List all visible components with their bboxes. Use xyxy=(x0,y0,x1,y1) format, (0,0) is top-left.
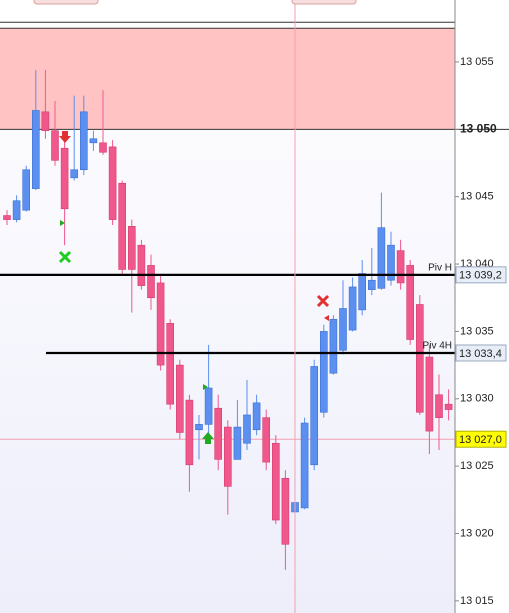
candle-body xyxy=(31,110,40,189)
pivot-label: 13 033,4 xyxy=(459,348,502,360)
pivot-name: Piv 4H xyxy=(423,341,452,352)
candle-body xyxy=(41,111,50,131)
candle-body xyxy=(243,414,251,444)
signal-flag xyxy=(203,384,208,390)
candle-body xyxy=(128,226,136,270)
candle-body xyxy=(60,147,69,210)
exit-cross xyxy=(58,250,72,264)
candle-body xyxy=(137,244,146,286)
candle-body xyxy=(281,477,290,545)
candle-body xyxy=(406,265,415,340)
candle-body xyxy=(387,244,395,281)
candle-body xyxy=(176,364,184,433)
candle-body xyxy=(12,200,21,220)
candle-body xyxy=(425,356,434,432)
candle-body xyxy=(358,273,367,311)
candle-body xyxy=(166,323,174,405)
y-tick-label: 13 015 xyxy=(460,595,494,607)
y-tick-label: 13 020 xyxy=(460,527,494,539)
candle-body xyxy=(348,286,357,331)
candle-body xyxy=(252,402,261,431)
candle-body xyxy=(339,308,347,351)
y-tick-label: 13 025 xyxy=(460,460,494,472)
candle-body xyxy=(271,442,280,521)
y-tick-label: 13 030 xyxy=(460,393,494,405)
pivot-label: 13 039,2 xyxy=(459,270,502,282)
candle-body xyxy=(415,304,424,413)
signal-flag xyxy=(324,315,329,321)
resistance-zone xyxy=(0,28,455,130)
candle-body xyxy=(51,130,59,161)
sell-arrow xyxy=(59,131,71,143)
candle-body xyxy=(89,138,98,144)
pivot-name: Piv H xyxy=(428,262,452,273)
candle-body xyxy=(300,422,309,509)
candle-body xyxy=(108,146,117,220)
candle-body xyxy=(99,142,107,153)
candle-body xyxy=(70,169,78,179)
candle-body xyxy=(224,426,232,487)
candle-body xyxy=(185,399,194,466)
candle-body xyxy=(444,403,453,410)
candle-body xyxy=(3,215,11,220)
tab[interactable] xyxy=(291,0,357,5)
last-price-label: 13 027,0 xyxy=(459,434,502,446)
candle-body xyxy=(147,265,155,299)
candle-body xyxy=(329,318,338,374)
candle-body xyxy=(367,279,376,290)
signal-flag xyxy=(60,220,65,226)
buy-arrow xyxy=(202,432,214,444)
candle-body xyxy=(396,250,405,284)
y-tick-label: 13 045 xyxy=(460,191,494,203)
candle-body xyxy=(435,394,443,418)
candle-body xyxy=(22,169,31,211)
candle-body xyxy=(204,387,213,425)
candle-body xyxy=(233,426,242,460)
exit-cross xyxy=(316,294,330,308)
candle-body xyxy=(195,424,203,431)
candle-body xyxy=(262,417,271,463)
pivot-label-box xyxy=(455,344,507,362)
axis-background xyxy=(455,0,509,613)
candle-body xyxy=(310,366,319,466)
y-tick-label: 13 055 xyxy=(460,56,494,68)
y-tick-label: 13 035 xyxy=(460,325,494,337)
candle-body xyxy=(156,282,165,366)
tab[interactable] xyxy=(33,0,99,5)
y-tick-label: 13 050 xyxy=(460,122,497,136)
candle-body xyxy=(80,111,88,171)
pivot-label-box xyxy=(455,266,507,284)
candle-body xyxy=(118,182,126,270)
candle-body xyxy=(319,331,328,413)
candle-body xyxy=(214,407,222,460)
last-price-box xyxy=(455,430,507,448)
candle-body xyxy=(377,227,386,289)
